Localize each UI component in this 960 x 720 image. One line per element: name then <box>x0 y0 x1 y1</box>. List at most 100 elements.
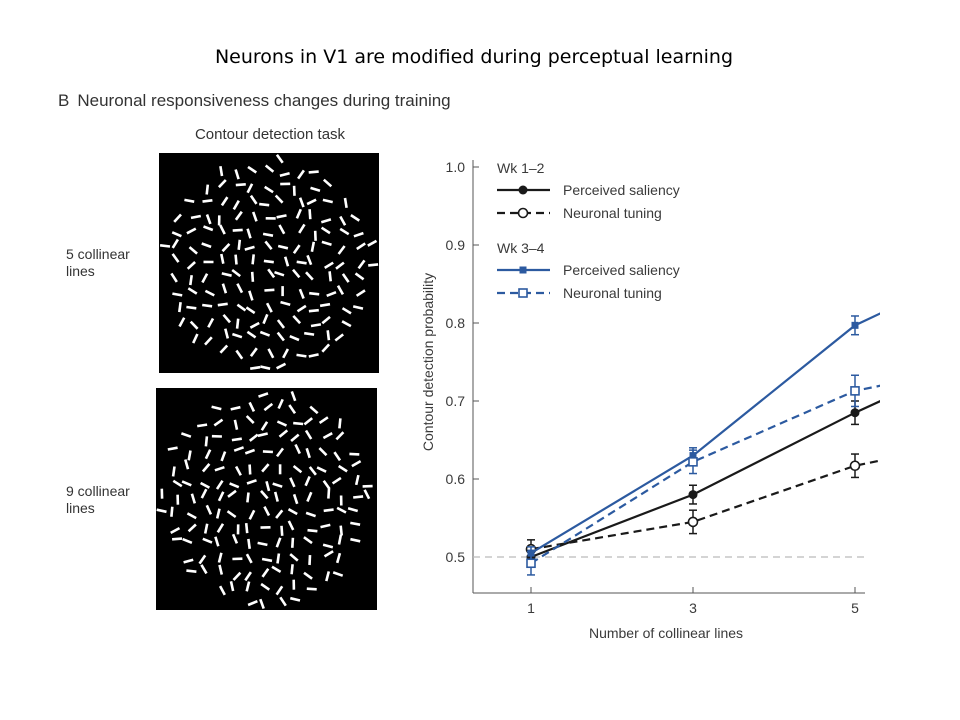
stimulus-bar <box>245 553 253 564</box>
stimulus-bar <box>217 552 223 563</box>
stimulus-bar <box>188 246 198 255</box>
stimulus-bar <box>244 448 256 455</box>
stimulus-bar <box>308 209 312 220</box>
stimulus-bar <box>251 211 258 222</box>
stimulus-5-label-line2: lines <box>66 263 95 279</box>
stimulus-bar <box>303 417 314 426</box>
stimulus-bar <box>207 317 215 328</box>
stimulus-bar <box>308 555 312 566</box>
stimulus-bar <box>271 565 282 574</box>
legend-group-title: Wk 1–2 <box>497 160 545 176</box>
stimulus-bar <box>245 581 251 592</box>
stimulus-bar <box>336 506 347 514</box>
stimulus-bar <box>290 596 301 602</box>
stimulus-bar <box>339 227 350 236</box>
stimulus-bar <box>290 390 297 402</box>
stimulus-bar <box>298 223 306 234</box>
stimulus-bar <box>278 224 286 235</box>
stimulus-bar <box>260 490 269 500</box>
stimulus-bar <box>264 185 274 194</box>
stimulus-bar <box>245 415 255 425</box>
stimulus-bar <box>181 480 192 487</box>
stimulus-bar <box>200 564 208 575</box>
data-point <box>851 321 859 329</box>
stimulus-bar <box>267 348 275 359</box>
stimulus-bar <box>203 225 214 232</box>
stimulus-bar <box>235 183 246 187</box>
stimulus-bar <box>309 405 319 415</box>
stimulus-bar <box>219 344 229 354</box>
y-tick-label: 1.0 <box>446 159 466 175</box>
stimulus-bar <box>308 170 319 174</box>
stimulus-bar <box>320 523 331 529</box>
stimulus-bar <box>287 508 298 516</box>
stimulus-bar <box>353 495 364 499</box>
stimulus-bar <box>296 304 307 313</box>
stimulus-bar <box>201 242 212 249</box>
stimulus-bar <box>321 240 332 246</box>
stimulus-9-label-line2: lines <box>66 500 95 516</box>
stimulus-bar <box>186 569 197 573</box>
data-point <box>687 516 699 528</box>
stimulus-bar <box>321 315 331 325</box>
stimulus-bar <box>265 480 271 492</box>
series-line <box>530 384 880 565</box>
series-line <box>530 459 880 551</box>
stimulus-bar <box>297 169 305 180</box>
stimulus-bar <box>338 418 342 429</box>
data-point <box>688 490 698 500</box>
stimulus-bar <box>335 552 342 564</box>
slide-title: Neurons in V1 are modified during percep… <box>214 46 734 68</box>
stimulus-bar <box>333 451 342 462</box>
stimulus-bar <box>326 290 337 298</box>
legend-group-title: Wk 3–4 <box>497 240 545 256</box>
x-tick-label: 5 <box>851 600 859 616</box>
stimulus-bar <box>244 522 249 534</box>
stimulus-bar <box>289 553 299 562</box>
stimulus-bar <box>248 290 254 301</box>
stimulus-bar <box>219 224 226 235</box>
stimulus-bar <box>350 537 361 543</box>
stimulus-bar <box>182 537 193 545</box>
stimulus-bar <box>339 215 347 226</box>
stimulus-bar <box>197 423 208 428</box>
stimulus-bar <box>250 365 261 370</box>
stimulus-9-collinear-image <box>156 388 377 610</box>
stimulus-bar <box>310 241 316 252</box>
stimulus-bar <box>367 239 378 247</box>
stimulus-bar <box>328 271 332 282</box>
stimulus-5-label-line1: 5 collinear <box>66 246 130 262</box>
stimulus-bar <box>274 270 285 277</box>
stimulus-bar <box>172 537 183 541</box>
stimulus-bar <box>204 449 212 460</box>
stimulus-bar <box>275 585 284 596</box>
stimulus-bar <box>248 401 256 412</box>
stimulus-bar <box>237 239 242 250</box>
stimulus-bar <box>233 419 239 430</box>
stimulus-bar <box>306 491 313 503</box>
stimulus-bar <box>222 313 231 324</box>
stimulus-bar <box>189 275 193 286</box>
stimulus-bar <box>235 349 244 360</box>
stimulus-bar <box>322 543 334 549</box>
stimulus-bar <box>298 288 305 299</box>
stimulus-bar <box>357 259 366 270</box>
stimulus-bar <box>355 289 366 297</box>
stimulus-bar <box>171 253 180 263</box>
stimulus-bar <box>186 512 197 520</box>
stimulus-bar <box>173 213 182 223</box>
stimulus-bar <box>201 273 209 284</box>
panel-heading: B Neuronal responsiveness changes during … <box>58 91 451 111</box>
data-point <box>850 386 860 396</box>
stimulus-bar <box>305 271 314 281</box>
stimulus-bar <box>332 571 344 577</box>
stimulus-bar <box>305 511 317 518</box>
stimulus-bar <box>277 244 289 250</box>
stimulus-bar <box>221 272 232 277</box>
stimulus-bar <box>190 493 197 504</box>
stimulus-bar <box>261 567 270 578</box>
stimulus-bar <box>232 571 242 581</box>
stimulus-bar <box>262 232 274 237</box>
stimulus-bar <box>319 302 331 308</box>
stimulus-bar <box>263 506 271 517</box>
